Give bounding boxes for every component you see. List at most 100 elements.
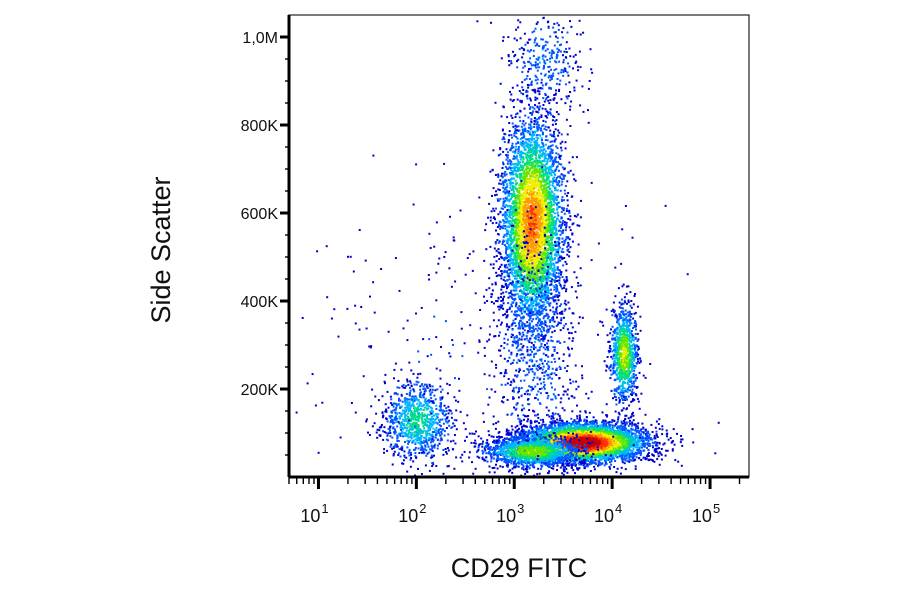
event-dot xyxy=(546,186,549,188)
event-dot xyxy=(537,292,540,295)
event-dot xyxy=(532,310,535,313)
event-dot xyxy=(427,421,429,423)
event-dot xyxy=(412,401,415,404)
event-dot xyxy=(416,407,419,410)
event-dot xyxy=(507,239,510,242)
event-dot xyxy=(536,169,539,172)
event-dot xyxy=(560,198,563,201)
event-dot xyxy=(528,157,531,160)
event-dot xyxy=(527,307,530,310)
event-dot xyxy=(571,223,574,226)
event-dot xyxy=(526,275,529,278)
event-dot xyxy=(495,275,498,278)
event-dot xyxy=(563,212,566,215)
event-dot xyxy=(526,192,529,195)
event-dot xyxy=(563,316,565,319)
event-dot xyxy=(545,274,548,277)
event-dot xyxy=(535,123,538,126)
event-dot xyxy=(435,408,438,410)
event-dot xyxy=(503,244,506,247)
event-dot xyxy=(440,346,442,348)
event-dot xyxy=(548,111,551,114)
event-dot xyxy=(541,255,544,258)
event-dot xyxy=(391,436,394,439)
event-dot xyxy=(543,180,546,183)
event-dot xyxy=(505,148,508,151)
event-dot xyxy=(412,397,415,400)
event-dot xyxy=(539,265,542,268)
event-dot xyxy=(409,380,412,383)
event-dot xyxy=(531,213,534,215)
event-dot xyxy=(512,229,514,232)
event-dot xyxy=(558,181,561,184)
event-dot xyxy=(521,303,524,306)
event-dot xyxy=(528,107,531,110)
event-dot xyxy=(512,284,515,287)
event-dot xyxy=(507,237,510,240)
event-dot xyxy=(547,251,550,254)
event-dot xyxy=(549,160,552,162)
event-dot xyxy=(428,437,431,440)
event-dot xyxy=(533,223,536,226)
event-dot xyxy=(525,251,528,253)
event-dot xyxy=(533,410,536,413)
event-dot xyxy=(555,195,558,198)
event-dot xyxy=(420,432,423,435)
event-dot xyxy=(519,221,522,223)
event-dot xyxy=(403,454,406,457)
event-dot xyxy=(530,245,533,248)
event-dot xyxy=(548,255,550,258)
event-dot xyxy=(509,244,512,247)
event-dot xyxy=(405,397,408,400)
event-dot xyxy=(445,451,448,453)
event-dot xyxy=(549,244,552,247)
event-dot xyxy=(500,292,503,295)
event-dot xyxy=(558,237,561,240)
event-dot xyxy=(417,419,420,422)
event-dot xyxy=(497,174,500,177)
event-dot xyxy=(555,284,558,287)
event-dot xyxy=(555,178,558,181)
event-dot xyxy=(504,165,507,168)
event-dot xyxy=(399,435,402,437)
event-dot xyxy=(537,87,540,90)
event-dot xyxy=(438,442,441,445)
event-dot xyxy=(515,207,518,210)
event-dot xyxy=(515,211,518,214)
event-dot xyxy=(431,412,434,415)
event-dot xyxy=(565,118,568,121)
event-dot xyxy=(513,271,516,274)
event-dot xyxy=(526,271,529,274)
event-dot xyxy=(409,436,412,439)
event-dot xyxy=(406,405,409,408)
event-dot xyxy=(577,284,580,287)
event-dot xyxy=(415,398,418,401)
event-dot xyxy=(507,141,510,144)
event-dot xyxy=(438,428,440,431)
event-dot xyxy=(532,152,535,155)
event-dot xyxy=(564,141,567,144)
event-dot xyxy=(382,430,384,433)
event-dot xyxy=(371,425,374,428)
event-dot xyxy=(528,191,531,194)
event-dot xyxy=(419,388,422,391)
event-dot xyxy=(501,214,504,217)
event-dot xyxy=(504,225,507,227)
event-dot xyxy=(424,389,427,392)
event-dot xyxy=(563,284,566,287)
event-dot xyxy=(549,327,552,330)
event-dot xyxy=(389,395,392,398)
event-dot xyxy=(421,415,424,418)
event-dot xyxy=(541,280,544,282)
event-dot xyxy=(518,309,521,312)
event-dot xyxy=(547,176,550,179)
event-dot xyxy=(514,270,516,273)
event-dot xyxy=(536,179,539,182)
event-dot xyxy=(532,162,535,165)
event-dot xyxy=(405,433,408,436)
event-dot xyxy=(547,315,550,318)
event-dot xyxy=(527,172,530,175)
event-dot xyxy=(444,414,446,417)
event-dot xyxy=(385,438,388,441)
event-dot xyxy=(522,172,525,175)
